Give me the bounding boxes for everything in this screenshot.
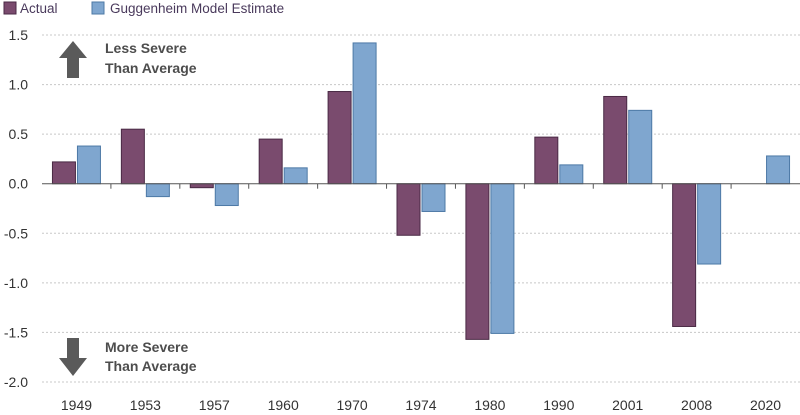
y-axis-ticks: 1.5 1.0 0.5 0.0 -0.5 -1.0 -1.5 -2.0 <box>4 27 28 390</box>
legend-label-model: Guggenheim Model Estimate <box>110 1 284 16</box>
x-tick-label: 1953 <box>130 397 161 413</box>
x-tick-label: 1980 <box>474 397 505 413</box>
y-tick-label: -0.5 <box>4 225 28 241</box>
x-tick-label: 1960 <box>268 397 299 413</box>
y-tick-label: -1.5 <box>4 324 28 340</box>
legend-swatch-model <box>91 1 105 15</box>
bar-model <box>214 183 239 207</box>
bar-actual <box>603 95 628 185</box>
bar-model <box>490 183 515 334</box>
bar-model <box>283 167 308 185</box>
x-tick-label: 2001 <box>612 397 643 413</box>
annotation-down-line2: Than Average <box>105 358 197 374</box>
annotation-up: Less Severe Than Average <box>59 40 197 78</box>
annotation-down-line1: More Severe <box>105 339 188 355</box>
bar-actual <box>327 91 352 185</box>
bar-model <box>145 183 170 198</box>
bar-actual <box>258 138 283 185</box>
x-tick-label: 1949 <box>61 397 92 413</box>
annotation-up-line1: Less Severe <box>105 40 187 56</box>
x-tick-label: 1974 <box>405 397 436 413</box>
legend-swatch-actual <box>3 1 17 15</box>
bar-model <box>697 183 722 265</box>
bar-actual <box>51 161 76 185</box>
y-tick-label: 1.0 <box>9 77 29 93</box>
x-tick-label: 1990 <box>543 397 574 413</box>
bar-actual <box>534 136 559 185</box>
bar-actual <box>396 183 421 236</box>
x-tick-label: 2020 <box>750 397 781 413</box>
x-tick-label: 1970 <box>337 397 368 413</box>
bar-actual <box>672 183 697 327</box>
bar-model <box>76 145 101 185</box>
annotation-up-line2: Than Average <box>105 60 197 76</box>
y-tick-label: -1.0 <box>4 275 28 291</box>
legend: Actual Guggenheim Model Estimate <box>3 1 284 16</box>
y-tick-label: 0.0 <box>9 176 29 192</box>
x-tick-label: 1957 <box>199 397 230 413</box>
y-tick-label: 0.5 <box>9 126 29 142</box>
bar-actual <box>189 183 214 189</box>
arrow-down-icon <box>59 338 87 376</box>
bar-model <box>766 155 791 185</box>
bar-model <box>421 183 446 212</box>
bar-model <box>559 164 584 185</box>
bar-actual <box>120 128 145 185</box>
bars <box>51 42 791 340</box>
y-tick-label: 1.5 <box>9 27 29 43</box>
bar-actual <box>465 183 490 340</box>
bar-model <box>628 109 653 185</box>
annotation-down: More Severe Than Average <box>59 338 197 376</box>
x-axis-ticks: 1949 1953 1957 1960 1970 1974 1980 1990 2001 2008… <box>61 183 781 413</box>
x-tick-label: 2008 <box>681 397 712 413</box>
legend-label-actual: Actual <box>20 1 58 16</box>
y-tick-label: -2.0 <box>4 374 28 390</box>
arrow-up-icon <box>59 41 87 78</box>
bar-model <box>352 42 377 185</box>
